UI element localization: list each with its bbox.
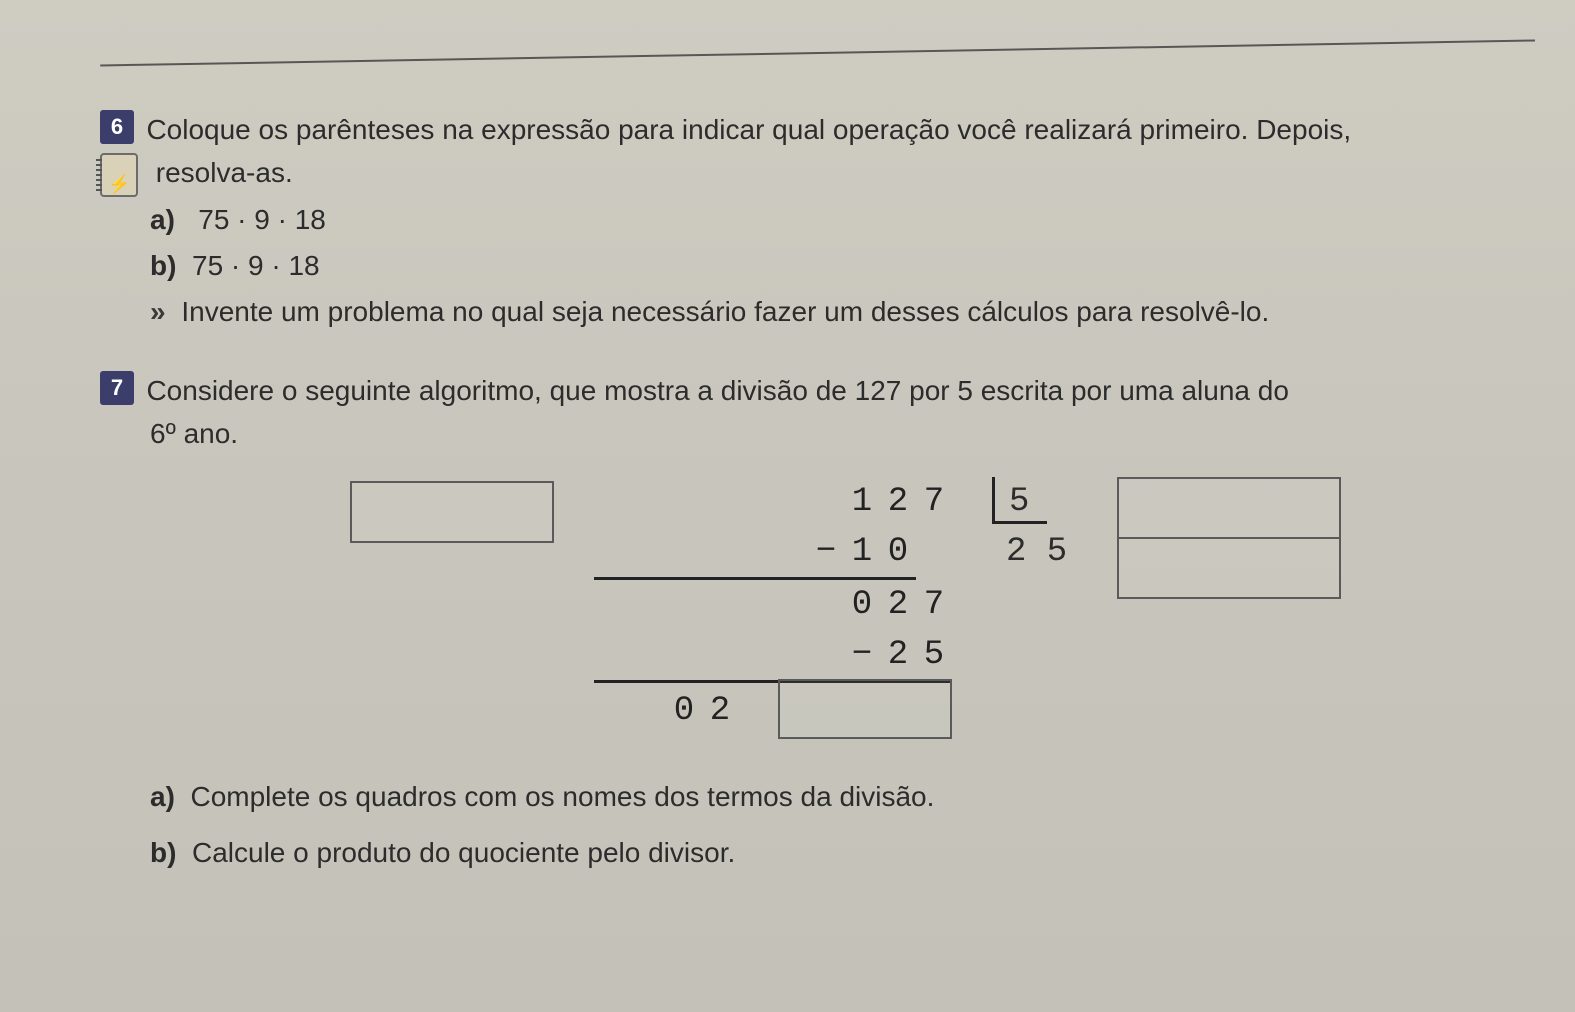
divisor-quotient-block: 5 2 5	[992, 477, 1067, 577]
partial1-d2: 2	[880, 580, 916, 630]
q6-prompt: 6 Coloque os parênteses na expressão par…	[100, 110, 1515, 150]
notebook-icon	[100, 153, 138, 197]
q6-a-label: a)	[150, 204, 175, 235]
q6-prompt-line2: resolva-as.	[156, 157, 293, 188]
q6-b-expression: 75 · 9 · 18	[192, 250, 320, 281]
q7-prompt-line2: 6º ano.	[150, 411, 1515, 457]
arrow-icon: »	[150, 296, 166, 327]
term-boxes-right	[1117, 477, 1341, 599]
term-box-dividend[interactable]	[350, 481, 554, 543]
q6-invent: » Invente um problema no qual seja neces…	[150, 289, 1515, 335]
dividend-d1: 1	[844, 477, 880, 527]
q7-item-b: b) Calcule o produto do quociente pelo d…	[150, 825, 1515, 881]
q7-b-label: b)	[150, 837, 176, 868]
question-7: 7 Considere o seguinte algoritmo, que mo…	[100, 371, 1515, 881]
q7-a-text: Complete os quadros com os nomes dos ter…	[190, 781, 934, 812]
dividend-d2: 2	[880, 477, 916, 527]
q7-number-badge: 7	[100, 371, 134, 405]
q6-number-badge: 6	[100, 110, 134, 144]
step1-d2: 0	[880, 527, 916, 577]
q6-item-a: a) 75 · 9 · 18	[150, 197, 1515, 243]
term-box-quotient[interactable]	[1117, 537, 1341, 599]
q6-b-label: b)	[150, 250, 176, 281]
q7-prompt-line1: Considere o seguinte algoritmo, que most…	[146, 375, 1288, 406]
q6-prompt-line2-row: resolva-as.	[150, 150, 1515, 197]
remainder-digits: 0 2	[594, 686, 738, 736]
header-rule	[100, 27, 1535, 66]
blank-sign-2	[808, 580, 844, 630]
content: 6 Coloque os parênteses na expressão par…	[100, 110, 1515, 881]
blank-sign-3	[808, 630, 844, 680]
minus-sign-1: −	[808, 527, 844, 577]
partial1-d3: 7	[916, 580, 952, 630]
step2-row: − 2 5	[594, 630, 952, 683]
blank-sign-4	[594, 686, 630, 736]
q7-b-text: Calcule o produto do quociente pelo divi…	[192, 837, 735, 868]
blank-sign	[808, 477, 844, 527]
minus-sign-2: −	[844, 630, 880, 680]
q7-prompt: 7 Considere o seguinte algoritmo, que mo…	[100, 371, 1515, 411]
term-box-divisor[interactable]	[1117, 477, 1341, 537]
q6-prompt-line1: Coloque os parênteses na expressão para …	[146, 114, 1351, 145]
step2-d1: 2	[880, 630, 916, 680]
question-6: 6 Coloque os parênteses na expressão par…	[100, 110, 1515, 335]
dividend-d3: 7	[916, 477, 952, 527]
remainder-d1: 0	[666, 686, 702, 736]
term-box-remainder[interactable]	[778, 679, 952, 739]
q7-item-a: a) Complete os quadros com os nomes dos …	[150, 769, 1515, 825]
remainder-d2: 2	[702, 686, 738, 736]
partial1-row: 0 2 7	[594, 580, 952, 630]
step2-d2: 5	[916, 630, 952, 680]
q7-a-label: a)	[150, 781, 175, 812]
remainder-row: 0 2	[594, 683, 952, 739]
step1-row: − 1 0	[594, 527, 916, 580]
q6-a-expression: 75 · 9 · 18	[198, 204, 326, 235]
partial1-d1: 0	[844, 580, 880, 630]
q6-item-b: b) 75 · 9 · 18	[150, 243, 1515, 289]
page: 6 Coloque os parênteses na expressão par…	[0, 0, 1575, 1012]
blank-sign-5	[630, 686, 666, 736]
divisor-value: 5	[992, 477, 1047, 524]
step1-d1: 1	[844, 527, 880, 577]
dividend-row: 1 2 7	[594, 477, 952, 527]
quotient-value: 2 5	[992, 527, 1067, 577]
division-left-column: 1 2 7 − 1 0 0 2 7	[594, 477, 952, 739]
division-work: 1 2 7 − 1 0 0 2 7	[594, 477, 952, 739]
long-division: 1 2 7 − 1 0 0 2 7	[350, 477, 1515, 739]
q6-invent-text: Invente um problema no qual seja necessá…	[181, 296, 1269, 327]
